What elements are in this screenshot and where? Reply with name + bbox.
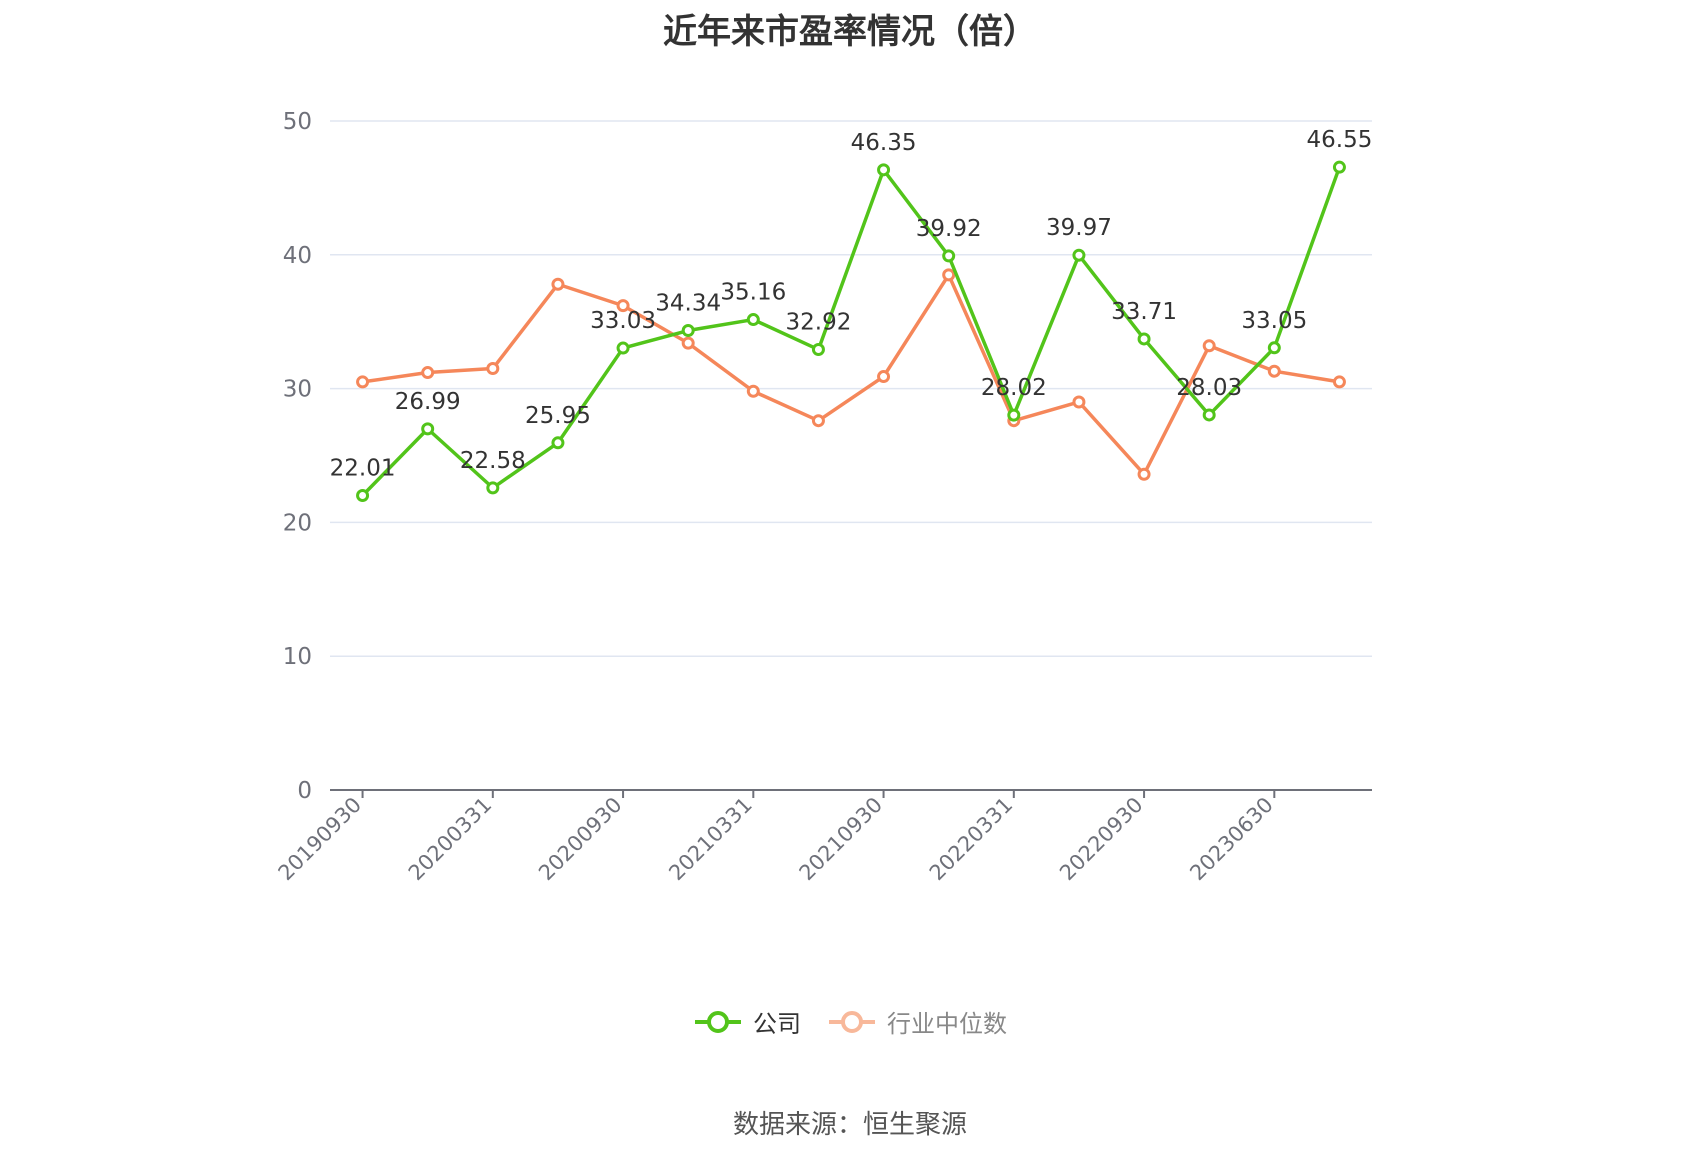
x-tick-label: 20220930: [1055, 793, 1148, 886]
x-tick-label: 20200930: [534, 793, 627, 886]
x-tick-label: 20210331: [664, 793, 757, 886]
data-point-company: [551, 436, 565, 450]
data-label-company: 39.92: [916, 216, 982, 242]
data-point-company: [877, 163, 891, 177]
data-point-company: [421, 422, 435, 436]
data-point-industry: [811, 414, 825, 428]
y-tick-label: 0: [297, 778, 312, 804]
x-tick-label: 20220331: [925, 793, 1018, 886]
x-tick-label: 20200331: [404, 793, 497, 886]
chart-title: 近年来市盈率情况（倍）: [663, 12, 1037, 52]
data-point-industry: [1137, 467, 1151, 481]
data-point-industry: [551, 277, 565, 291]
data-point-company: [486, 481, 500, 495]
legend-company-label: 公司: [753, 1010, 801, 1038]
legend-company-icon: [695, 1010, 741, 1033]
data-point-industry: [486, 362, 500, 376]
data-point-company: [746, 313, 760, 327]
series-layer: [356, 160, 1346, 503]
series-line-industry: [362, 273, 1340, 476]
x-tick-label: 20190930: [274, 793, 367, 886]
data-point-industry: [681, 336, 695, 350]
data-label-company: 34.34: [655, 291, 721, 317]
data-label-company: 46.55: [1307, 127, 1373, 153]
legend-industry-icon: [829, 1010, 875, 1033]
data-label-company: 22.01: [330, 456, 396, 482]
data-point-industry: [1072, 395, 1086, 409]
legend-industry-label: 行业中位数: [887, 1010, 1007, 1038]
data-label-company: 28.02: [981, 375, 1047, 401]
data-point-industry: [1202, 339, 1216, 353]
data-point-company: [1072, 248, 1086, 262]
data-label-company: 28.03: [1176, 375, 1242, 401]
data-point-industry: [616, 299, 630, 313]
legend: 公司 行业中位数: [0, 1004, 1700, 1039]
x-tick-label: 20230630: [1185, 793, 1278, 886]
data-point-company: [1202, 408, 1216, 422]
data-point-industry: [746, 384, 760, 398]
data-point-industry: [356, 375, 370, 389]
data-point-company: [942, 249, 956, 263]
data-label-company: 33.05: [1241, 308, 1307, 334]
data-source: 数据来源：恒生聚源: [732, 1110, 967, 1140]
data-label-company: 26.99: [395, 389, 461, 415]
data-label-company: 39.97: [1046, 215, 1112, 241]
data-point-company: [616, 341, 630, 355]
y-tick-label: 10: [283, 644, 312, 670]
data-label-company: 32.92: [786, 310, 852, 336]
data-point-company: [356, 489, 370, 503]
series-line-company: [361, 166, 1342, 497]
data-point-industry: [877, 370, 891, 384]
y-tick-label: 40: [283, 243, 312, 269]
data-label-company: 25.95: [525, 403, 591, 429]
data-point-company: [1332, 160, 1346, 174]
data-point-industry: [421, 366, 435, 380]
data-point-company: [1267, 341, 1281, 355]
y-tick-label: 30: [283, 377, 312, 403]
data-point-company: [811, 343, 825, 357]
data-label-company: 22.58: [460, 448, 526, 474]
data-label-company: 33.71: [1111, 299, 1177, 325]
data-label-company: 35.16: [720, 280, 786, 306]
data-point-company: [1007, 408, 1021, 422]
x-tick-label: 20210930: [795, 793, 888, 886]
axes: 0 10 20 30 40 50 20190930 20200331 20200930 20210…: [274, 109, 1372, 885]
data-label-company: 46.35: [851, 130, 917, 156]
data-point-industry: [1267, 364, 1281, 378]
y-tick-label: 20: [283, 510, 312, 536]
y-tick-label: 50: [283, 109, 312, 135]
legend-item-company[interactable]: 公司: [693, 1004, 801, 1039]
data-point-company: [1137, 332, 1151, 346]
data-label-company: 33.03: [590, 308, 656, 334]
data-point-company: [681, 324, 695, 338]
data-point-industry: [1332, 375, 1346, 389]
data-point-industry: [942, 268, 956, 282]
legend-item-industry[interactable]: 行业中位数: [827, 1004, 1007, 1039]
